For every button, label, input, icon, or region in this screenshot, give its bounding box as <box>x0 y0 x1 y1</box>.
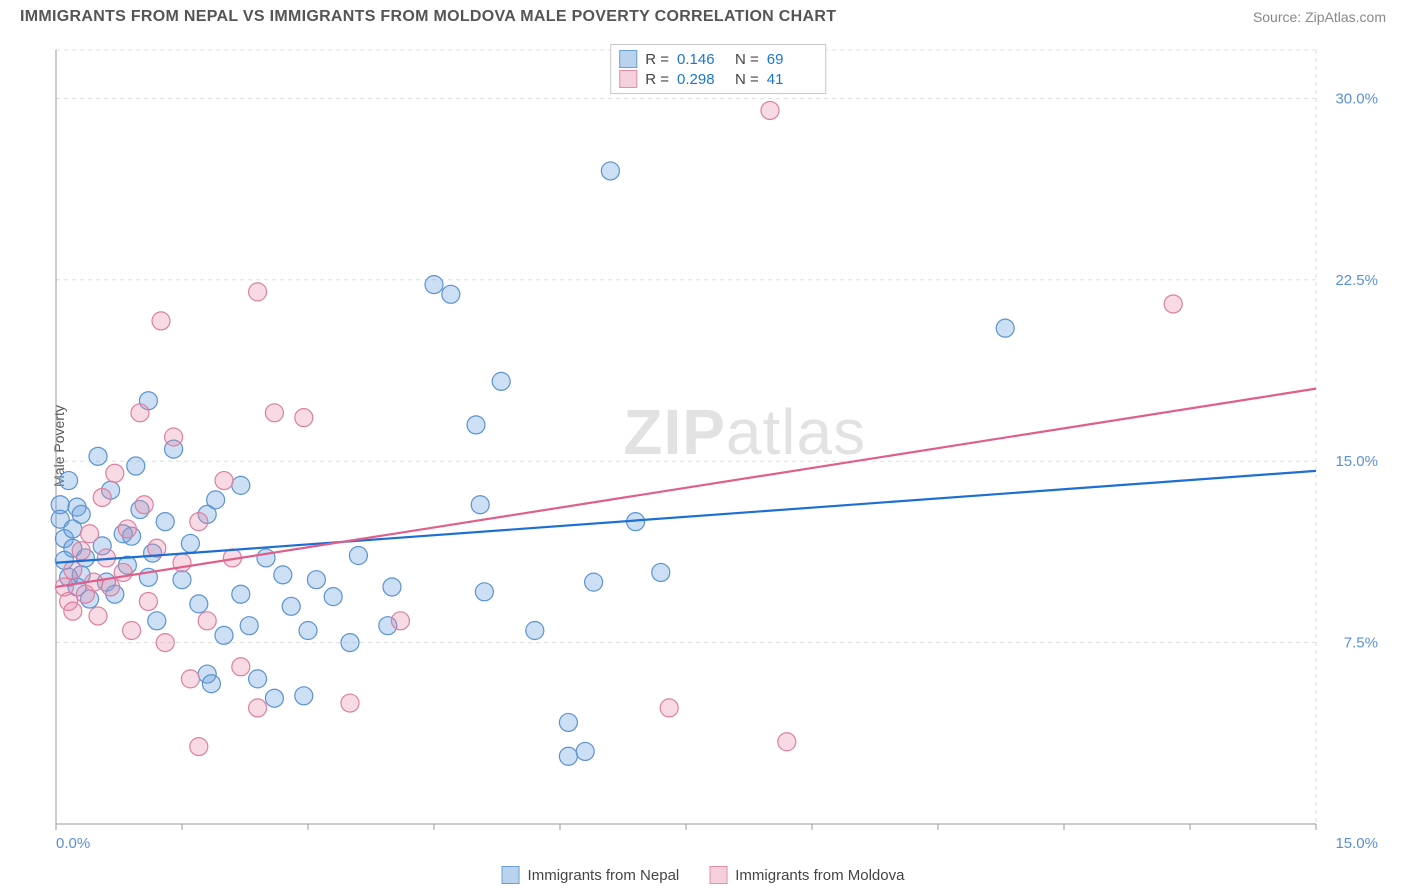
stats-row-moldova: R = 0.298 N = 41 <box>619 69 817 89</box>
swatch-moldova <box>709 866 727 884</box>
swatch-nepal <box>619 50 637 68</box>
n-label: N = <box>735 51 759 68</box>
n-label: N = <box>735 71 759 88</box>
source-attribution: Source: ZipAtlas.com <box>1253 9 1386 25</box>
r-label: R = <box>645 71 669 88</box>
swatch-nepal <box>502 866 520 884</box>
n-value-nepal: 69 <box>767 51 817 68</box>
swatch-moldova <box>619 70 637 88</box>
series-legend: Immigrants from Nepal Immigrants from Mo… <box>502 866 905 884</box>
legend-label-moldova: Immigrants from Moldova <box>735 867 904 884</box>
legend-item-nepal: Immigrants from Nepal <box>502 866 680 884</box>
svg-text:15.0%: 15.0% <box>1335 453 1378 470</box>
svg-text:15.0%: 15.0% <box>1335 835 1378 852</box>
r-value-moldova: 0.298 <box>677 71 727 88</box>
scatter-plot: 7.5% 15.0% 22.5% 30.0% 0.0% 15.0% <box>50 44 1386 852</box>
legend-label-nepal: Immigrants from Nepal <box>528 867 680 884</box>
svg-text:7.5%: 7.5% <box>1344 635 1378 652</box>
legend-item-moldova: Immigrants from Moldova <box>709 866 904 884</box>
stats-legend: R = 0.146 N = 69 R = 0.298 N = 41 <box>610 44 826 94</box>
svg-text:22.5%: 22.5% <box>1335 272 1378 289</box>
source-link[interactable]: ZipAtlas.com <box>1305 9 1386 25</box>
source-prefix: Source: <box>1253 9 1305 25</box>
chart-title: IMMIGRANTS FROM NEPAL VS IMMIGRANTS FROM… <box>20 8 836 26</box>
svg-text:30.0%: 30.0% <box>1335 90 1378 107</box>
stats-row-nepal: R = 0.146 N = 69 <box>619 49 817 69</box>
n-value-moldova: 41 <box>767 71 817 88</box>
r-label: R = <box>645 51 669 68</box>
r-value-nepal: 0.146 <box>677 51 727 68</box>
svg-text:0.0%: 0.0% <box>56 835 90 852</box>
